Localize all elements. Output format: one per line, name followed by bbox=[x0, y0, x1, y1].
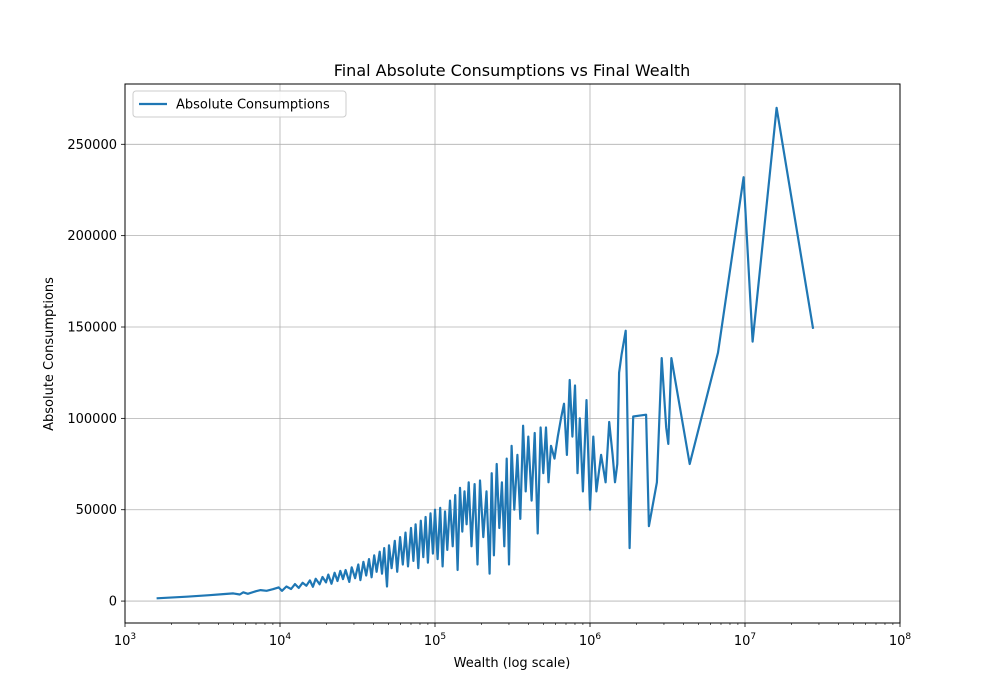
y-tick-label: 100000 bbox=[67, 412, 117, 427]
gridlines bbox=[124, 84, 901, 623]
y-tick-label: 250000 bbox=[67, 138, 117, 153]
x-tick-exponent: 4 bbox=[285, 632, 291, 642]
chart-title: Final Absolute Consumptions vs Final Wea… bbox=[334, 61, 691, 80]
x-tick-exponent: 7 bbox=[750, 632, 756, 642]
y-axis: 0 50000 100000 150000 200000 250000 bbox=[67, 138, 125, 610]
y-tick-label: 50000 bbox=[76, 503, 117, 518]
x-tick-label: 105 bbox=[424, 632, 446, 649]
legend-box bbox=[132, 90, 347, 118]
x-tick-base: 10 bbox=[269, 634, 286, 649]
x-tick-label: 104 bbox=[269, 632, 292, 649]
x-tick-exponent: 5 bbox=[440, 632, 446, 642]
series-line-absolute-consumptions bbox=[156, 106, 815, 600]
x-tick-exponent: 3 bbox=[130, 632, 136, 642]
y-tick-label: 0 bbox=[109, 595, 117, 610]
plot-frame bbox=[124, 83, 901, 624]
x-tick-label: 107 bbox=[734, 632, 756, 649]
x-tick-exponent: 6 bbox=[595, 632, 601, 642]
x-tick-base: 10 bbox=[579, 634, 596, 649]
x-tick-label: 103 bbox=[114, 632, 136, 649]
y-axis-label: Absolute Consumptions bbox=[42, 277, 57, 431]
legend-entry-label: Absolute Consumptions bbox=[176, 98, 330, 113]
series-group bbox=[156, 106, 815, 600]
y-tick-label: 200000 bbox=[67, 229, 117, 244]
x-tick-label: 108 bbox=[889, 632, 912, 649]
legend: Absolute Consumptions bbox=[132, 90, 347, 118]
y-tick-label: 150000 bbox=[67, 321, 117, 336]
x-tick-base: 10 bbox=[114, 634, 131, 649]
x-tick-base: 10 bbox=[734, 634, 751, 649]
x-tick-base: 10 bbox=[889, 634, 906, 649]
x-axis-label: Wealth (log scale) bbox=[454, 656, 571, 671]
x-tick-exponent: 8 bbox=[905, 632, 911, 642]
x-tick-base: 10 bbox=[424, 634, 441, 649]
x-tick-label: 106 bbox=[579, 632, 602, 649]
x-axis: 103 104 105 106 107 108 bbox=[114, 623, 912, 649]
